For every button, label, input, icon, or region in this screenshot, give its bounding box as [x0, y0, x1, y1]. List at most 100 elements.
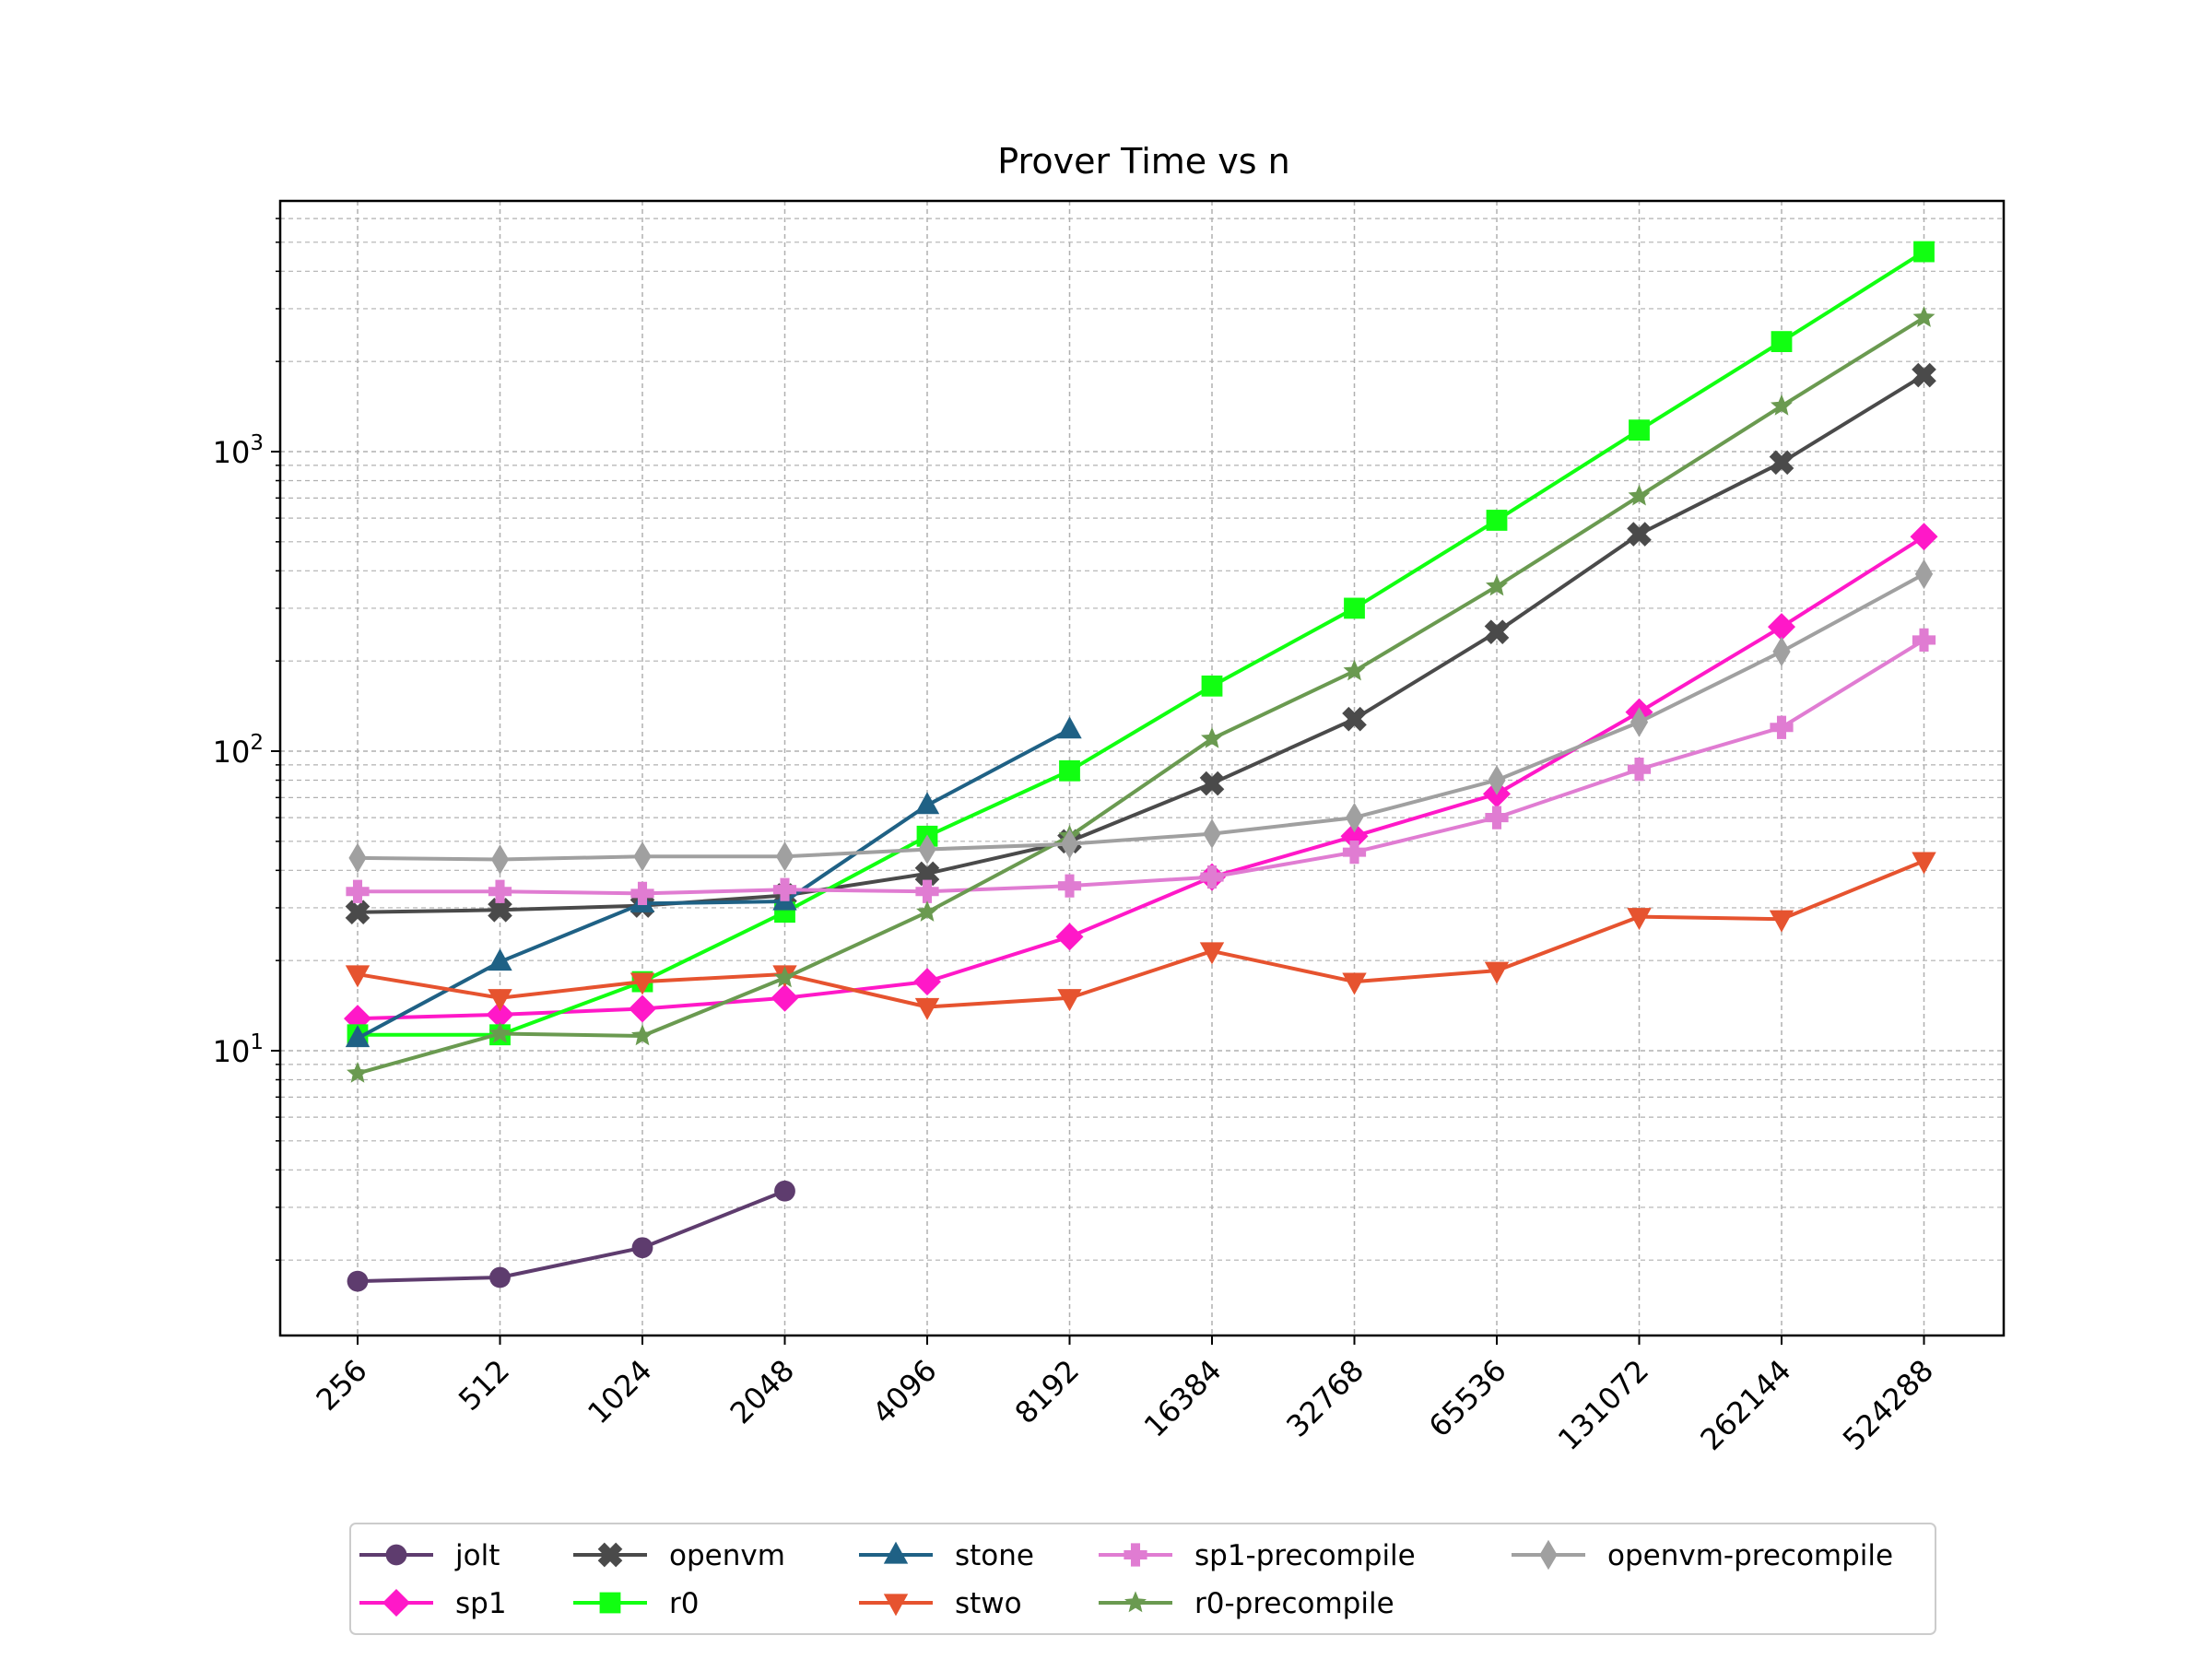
series-jolt: [347, 1180, 795, 1292]
legend-label: openvm-precompile: [1607, 1539, 1893, 1572]
data-point-openvm: [1199, 771, 1225, 796]
data-point-sp1-precompile: [488, 879, 512, 903]
plot-frame: [278, 199, 2006, 1337]
data-point-openvm: [1627, 522, 1652, 547]
legend-item-openvm: openvm: [573, 1539, 785, 1572]
legend-marker: [385, 1544, 407, 1566]
legend-marker: [883, 1594, 909, 1617]
series-line-jolt: [357, 1189, 786, 1284]
legend-item-jolt: jolt: [359, 1539, 500, 1572]
series-stwo: [345, 852, 1936, 1020]
data-point-stone: [914, 792, 940, 815]
grid: [280, 201, 2004, 1335]
data-point-openvm: [914, 861, 940, 887]
data-point-r0-precompile: [1628, 484, 1651, 506]
series-line-sp1-precompile: [358, 638, 1925, 896]
data-point-r0-precompile: [1486, 574, 1508, 596]
legend-item-stwo: stwo: [859, 1587, 1022, 1620]
data-point-stwo: [1627, 908, 1652, 931]
series-sp1-precompile: [346, 628, 1936, 905]
data-point-sp1-precompile: [630, 881, 654, 905]
legend-label: jolt: [454, 1539, 500, 1572]
data-point-openvm-precompile: [1772, 636, 1791, 667]
data-point-openvm-precompile: [918, 834, 936, 865]
data-point-stone: [488, 948, 512, 971]
data-point-sp1: [1768, 613, 1795, 641]
data-point-sp1-precompile: [1200, 865, 1224, 889]
data-point-sp1-precompile: [772, 877, 797, 901]
data-point-sp1-precompile: [1057, 874, 1082, 898]
legend-label: stone: [955, 1539, 1034, 1572]
data-point-stwo: [1199, 942, 1225, 965]
legend-marker: [597, 1542, 623, 1568]
data-point-sp1: [1340, 822, 1369, 851]
data-point-jolt: [489, 1266, 511, 1288]
data-point-jolt: [631, 1237, 653, 1259]
data-point-stone: [345, 1025, 371, 1048]
legend-label: r0-precompile: [1194, 1587, 1394, 1620]
data-point-openvm-precompile: [775, 841, 794, 872]
data-point-r0-precompile: [631, 1024, 653, 1046]
data-point-jolt: [774, 1180, 795, 1202]
data-point-sp1-precompile: [1627, 758, 1652, 782]
data-point-openvm: [1342, 706, 1367, 732]
legend-item-sp1: sp1: [359, 1587, 507, 1620]
data-point-openvm-precompile: [1630, 707, 1649, 737]
data-point-sp1: [771, 983, 799, 1012]
legend-label: stwo: [955, 1587, 1022, 1620]
data-point-openvm: [1769, 450, 1794, 476]
series-line-r0-precompile: [357, 315, 1925, 1076]
data-point-r0: [1629, 419, 1650, 441]
series-layer: [344, 241, 1938, 1292]
legend-marker: [1124, 1591, 1147, 1613]
series-line-stone: [357, 727, 1071, 1041]
data-point-r0-precompile: [773, 966, 796, 988]
data-point-openvm-precompile: [348, 842, 367, 874]
data-point-openvm-precompile: [1345, 802, 1364, 833]
y-tick-label: 103: [213, 431, 264, 470]
data-point-stone: [1057, 716, 1082, 739]
data-point-sp1: [629, 994, 656, 1023]
data-point-openvm: [345, 900, 371, 925]
data-point-stwo: [488, 989, 512, 1012]
data-point-sp1: [913, 968, 941, 996]
legend-label: sp1: [455, 1587, 507, 1620]
chart-title: Prover Time vs n: [997, 141, 1289, 182]
data-point-stwo: [1057, 989, 1082, 1012]
data-point-stwo: [1769, 910, 1794, 933]
legend-item-r0: r0: [573, 1587, 699, 1620]
y-tick-label: 101: [213, 1030, 264, 1069]
legend-box: [349, 1523, 1936, 1635]
data-point-r0: [1913, 241, 1935, 263]
data-point-r0: [1771, 331, 1793, 353]
data-point-sp1-precompile: [915, 879, 939, 903]
data-point-openvm-precompile: [1914, 559, 1934, 590]
data-point-sp1-precompile: [346, 879, 370, 903]
data-point-stwo: [629, 972, 655, 995]
data-point-openvm-precompile: [1203, 818, 1221, 849]
data-point-openvm: [488, 897, 512, 923]
data-point-stwo: [1342, 972, 1367, 995]
data-point-r0: [1201, 675, 1223, 697]
legend-item-openvm-precompile: openvm-precompile: [1512, 1539, 1893, 1572]
data-point-openvm-precompile: [633, 841, 652, 872]
data-point-sp1-precompile: [1342, 841, 1367, 865]
data-point-r0: [1059, 759, 1080, 782]
legend: jolt sp1 openvm r0 stone stwo sp1-precompile r0…: [349, 1523, 1936, 1635]
legend-marker: [883, 1541, 909, 1564]
series-line-openvm-precompile: [357, 572, 1925, 862]
legend-item-sp1-precompile: sp1-precompile: [1099, 1539, 1416, 1572]
legend-marker: [382, 1589, 410, 1617]
series-line-r0: [358, 250, 1925, 1037]
data-point-openvm-precompile: [1060, 829, 1079, 859]
data-point-r0-precompile: [916, 900, 938, 922]
y-tick-label: 102: [213, 731, 264, 770]
data-point-r0: [1344, 597, 1365, 619]
data-point-r0-precompile: [1912, 306, 1936, 327]
series-line-stwo: [357, 859, 1925, 1009]
legend-label: r0: [669, 1587, 699, 1620]
legend-marker: [1539, 1539, 1558, 1571]
data-point-stwo: [345, 965, 371, 988]
